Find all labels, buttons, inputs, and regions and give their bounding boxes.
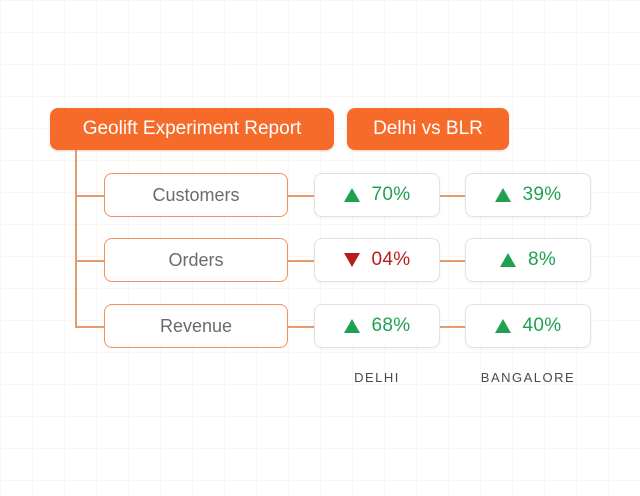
triangle-up-icon — [343, 319, 360, 333]
row-connector-customers-blr — [440, 195, 465, 197]
report-title-pill: Geolift Experiment Report — [50, 108, 334, 150]
value-text: 8% — [527, 249, 557, 270]
row-connector-revenue-delhi — [288, 326, 314, 328]
triangle-up-icon — [343, 188, 360, 202]
value-text: 40% — [522, 315, 562, 336]
metric-label: Orders — [168, 249, 224, 270]
comparison-label: Delhi vs BLR — [373, 118, 483, 139]
bangalore-customers-value: 39% — [465, 173, 591, 217]
column-label-bangalore: BANGALORE — [480, 370, 576, 385]
delhi-orders-value: 04% — [314, 238, 440, 282]
value-text: 70% — [371, 184, 411, 205]
triangle-up-icon — [499, 253, 516, 267]
report-title: Geolift Experiment Report — [82, 118, 302, 139]
row-connector-customers-delhi — [288, 195, 314, 197]
value-text: 04% — [371, 249, 411, 270]
bangalore-orders-value: 8% — [465, 238, 591, 282]
branch-connector-orders — [75, 260, 104, 262]
triangle-up-icon — [494, 188, 511, 202]
triangle-up-icon — [494, 319, 511, 333]
bangalore-revenue-value: 40% — [465, 304, 591, 348]
trunk-connector — [75, 149, 77, 327]
comparison-pill: Delhi vs BLR — [347, 108, 509, 150]
delhi-revenue-value: 68% — [314, 304, 440, 348]
metric-label: Revenue — [159, 315, 233, 336]
branch-connector-revenue — [75, 326, 104, 328]
metric-revenue: Revenue — [104, 304, 288, 348]
metric-orders: Orders — [104, 238, 288, 282]
delhi-customers-value: 70% — [314, 173, 440, 217]
value-text: 39% — [522, 184, 562, 205]
row-connector-orders-delhi — [288, 260, 314, 262]
row-connector-orders-blr — [440, 260, 465, 262]
triangle-down-icon — [343, 253, 360, 267]
branch-connector-customers — [75, 195, 104, 197]
metric-label: Customers — [152, 184, 240, 205]
row-connector-revenue-blr — [440, 326, 465, 328]
column-label-delhi: DELHI — [354, 370, 400, 385]
value-text: 68% — [371, 315, 411, 336]
metric-customers: Customers — [104, 173, 288, 217]
